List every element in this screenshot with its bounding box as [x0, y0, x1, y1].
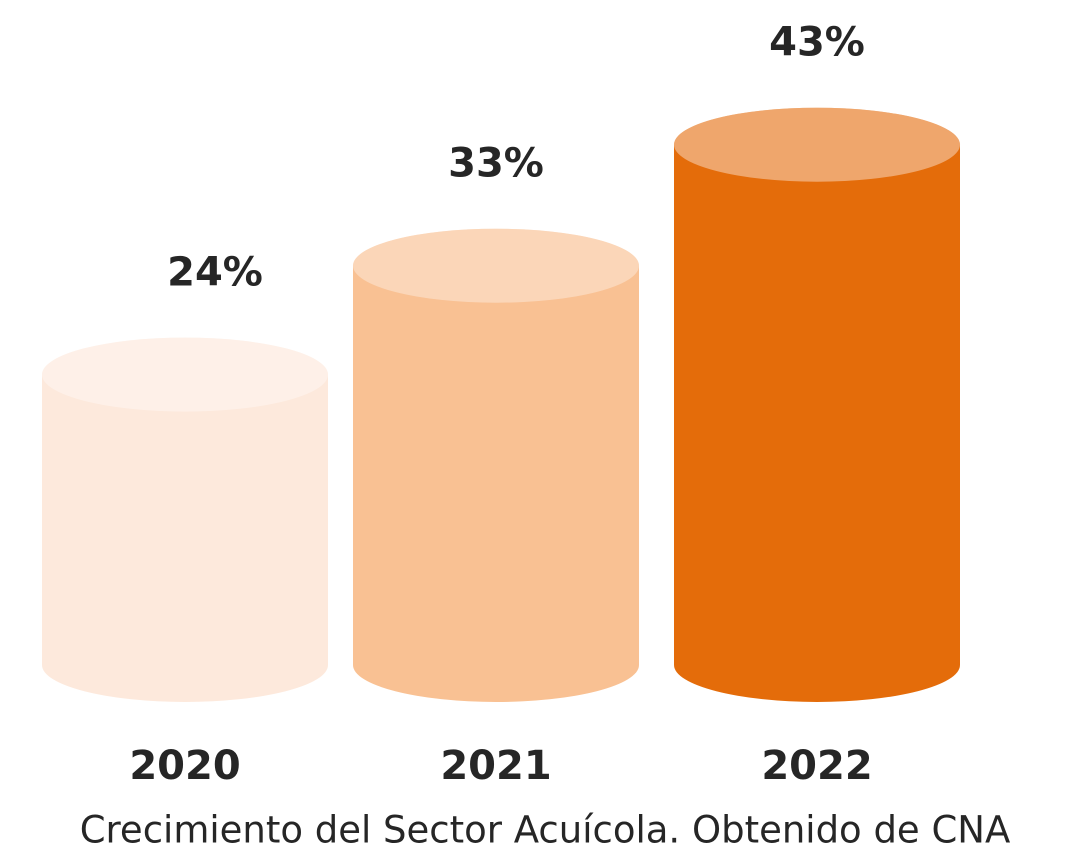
cylinder-body: [353, 265, 639, 702]
chart-caption: Crecimiento del Sector Acuícola. Obtenid…: [80, 809, 1011, 852]
category-label: 2022: [761, 743, 872, 789]
cylinder-top: [42, 337, 328, 412]
value-label: 24%: [167, 250, 263, 296]
category-label: 2020: [129, 743, 240, 789]
category-label: 2021: [440, 743, 551, 789]
cylinder-body: [42, 374, 328, 702]
cylinder-top-shade: [353, 228, 639, 303]
cylinder-top-shade: [674, 107, 960, 182]
cylinder-top: [674, 107, 960, 182]
value-label: 33%: [448, 141, 544, 187]
value-label: 43%: [769, 20, 865, 66]
cylinder-body: [674, 144, 960, 702]
cylinder-top: [353, 228, 639, 303]
cylinder-top-shade: [42, 337, 328, 412]
